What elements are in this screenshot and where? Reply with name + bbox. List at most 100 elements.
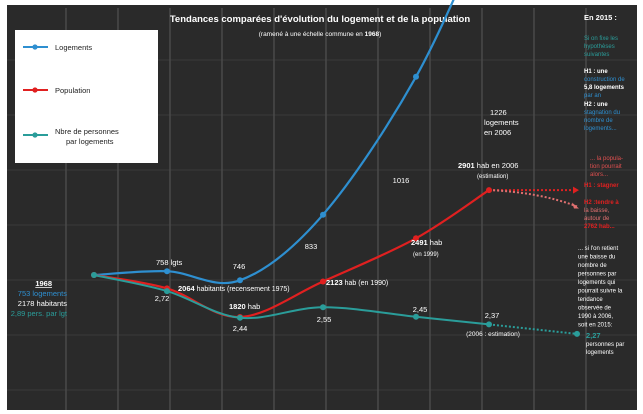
log-label-1975: 758 lgts [156, 258, 183, 267]
sidebar-h2-pop-line-0: H2 :tendre à [584, 200, 619, 206]
log-label-2006-line3: en 2006 [484, 128, 511, 137]
logements-value-labels: 758 lgts 746 833 1016 1226 logements en … [156, 108, 519, 271]
ppl-label-1999: 2,45 [413, 305, 428, 314]
series-layer [91, 0, 580, 337]
legend: Logements Population Nbre de personnes p… [15, 30, 158, 163]
pop-label-1975: 2064 habitants (recensement 1975) [178, 284, 290, 293]
grid-lines [7, 8, 637, 410]
point-population-1990 [320, 278, 326, 285]
sidebar-ppl-line-8: 1990 à 2006, [578, 314, 613, 320]
sidebar-intro-line-0: Si on fixe les [584, 36, 618, 42]
legend-label-personnes-line2: par logements [66, 137, 114, 146]
legend-item-logements: Logements [23, 43, 92, 52]
ppl-label-1982: 2,44 [233, 324, 248, 333]
sidebar-h2-log-line-3: logements... [584, 126, 617, 132]
sidebar-h2-log-line-2: nombre de [584, 118, 613, 124]
sidebar-h1-population: H1 : stagner [584, 183, 619, 189]
point-logements-1999 [413, 73, 419, 80]
log-label-1999: 1016 [393, 176, 410, 185]
sidebar-h2-pop-line-3: 2762 hab... [584, 224, 615, 230]
sidebar-h1-log-line-3: par an [584, 93, 601, 99]
series-line-personnes [93, 274, 490, 326]
sidebar-heading: En 2015 : [584, 13, 617, 22]
sidebar-population-intro: ... la popula-tion pourrait alors... [590, 156, 623, 178]
legend-item-population: Population [23, 86, 90, 95]
point-personnes-1990 [320, 304, 326, 311]
ppl-label-1990: 2,55 [317, 315, 332, 324]
personnes-value-labels: 2,72 2,44 2,55 2,45 2,37 (2006 : estimat… [155, 294, 520, 338]
start-logements-label: 753 logements [18, 289, 67, 298]
sidebar-ppl-line-7: observée de [578, 306, 612, 312]
point-personnes-1999 [413, 313, 419, 320]
sidebar-h1-log-line-1: construction de [584, 77, 625, 83]
sidebar-personnes-text: ... si l'on retient une baisse du nombre d… [578, 246, 624, 356]
sidebar-ppl-line-1: une baisse du [578, 255, 615, 261]
sidebar-h2-population: H2 :tendre à la baisse, autour de 2762 hab.… [584, 200, 619, 230]
legend-box [15, 30, 158, 163]
pop-label-2006: 2901 hab en 2006 [458, 161, 518, 170]
sidebar-h2-logements: H2 : une stagnation du nombre de logements.… [584, 102, 620, 132]
point-logements-1990 [320, 211, 326, 218]
point-personnes-2015 [574, 330, 580, 337]
sidebar-h1-log-line-2: 5,8 logements [584, 85, 625, 91]
legend-marker-population [32, 87, 38, 93]
projection-arrow-population-h2 [572, 202, 579, 209]
sidebar-h1-logements: H1 : une construction de 5,8 logements par … [584, 69, 625, 99]
sidebar-pop-intro-line-2: alors... [590, 172, 608, 178]
scenario-sidebar: En 2015 : Si on fixe les hypothèses suivan… [578, 13, 625, 356]
legend-label-logements: Logements [55, 43, 92, 52]
point-population-1999 [413, 235, 419, 242]
chart-subtitle: (ramené à une échelle commune en 1968) [259, 31, 382, 38]
pop-label-1990: 2123 hab (en 1990) [326, 278, 388, 287]
sidebar-ppl-tail-0: personnes par [586, 342, 624, 348]
ppl-label-2006: 2,37 [485, 311, 500, 320]
sidebar-h2-log-line-1: stagnation du [584, 110, 620, 116]
ppl-label-2006-note: (2006 : estimation) [466, 331, 520, 338]
sidebar-ppl-line-0: ... si l'on retient [578, 246, 618, 252]
start-year-label: 1968 [35, 279, 52, 288]
point-personnes-1982 [237, 314, 243, 321]
log-label-1990: 833 [305, 242, 318, 251]
pop-label-2006-sub: (estimation) [477, 174, 508, 180]
log-label-2006: 1226 [490, 108, 507, 117]
point-personnes-2006 [486, 321, 492, 328]
legend-marker-personnes [32, 132, 38, 138]
sidebar-ppl-line-5: pourrait suivre la [578, 289, 623, 295]
sidebar-h2-log-line-0: H2 : une [584, 102, 608, 108]
start-habitants-label: 2178 habitants [18, 299, 67, 308]
sidebar-h2-pop-line-2: autour de [584, 216, 610, 222]
pop-label-1982: 1820 hab [229, 302, 260, 311]
log-label-1982: 746 [233, 262, 246, 271]
sidebar-ppl-line-9: soit en 2015: [578, 323, 613, 329]
projection-arrow-population-h1 [573, 186, 579, 194]
sidebar-ppl-tail-1: logements [586, 350, 614, 356]
sidebar-ppl-value: 2,27 [586, 331, 601, 340]
legend-marker-logements [32, 44, 38, 50]
point-personnes-1968 [91, 272, 97, 278]
pop-label-1999-sub: (en 1999) [413, 252, 439, 258]
sidebar-h2-pop-line-1: la baisse, [584, 208, 610, 214]
projection-personnes [488, 323, 578, 335]
log-label-2006-line2: logements [484, 118, 519, 127]
legend-label-personnes: Nbre de personnes [55, 127, 119, 136]
legend-item-personnes: Nbre de personnes par logements [23, 127, 119, 146]
start-labels: 1968 753 logements 2178 habitants 2,89 p… [11, 279, 68, 318]
projection-population-h2 [488, 189, 578, 208]
legend-label-population: Population [55, 86, 90, 95]
sidebar-pop-intro-line-0: ... la popula- [590, 156, 623, 162]
sidebar-intro: Si on fixe les hypothèses suivantes [584, 36, 618, 58]
sidebar-pop-intro-line-1: tion pourrait [590, 164, 622, 170]
ppl-label-1975: 2,72 [155, 294, 170, 303]
sidebar-intro-line-1: hypothèses [584, 44, 615, 50]
sidebar-ppl-line-3: personnes par [578, 272, 616, 278]
point-logements-1975 [164, 268, 170, 275]
pop-label-1999: 2491 hab [411, 238, 442, 247]
chart-title: Tendances comparées d'évolution du logem… [170, 14, 471, 25]
sidebar-intro-line-2: suivantes [584, 52, 609, 58]
sidebar-h1-log-line-0: H1 : une [584, 69, 608, 75]
population-value-labels: 2064 habitants (recensement 1975) 1820 h… [178, 161, 518, 311]
start-personnes-label: 2,89 pers. par lgt [11, 309, 68, 318]
sidebar-ppl-line-2: nombre de [578, 263, 607, 269]
point-population-2006 [486, 187, 492, 194]
